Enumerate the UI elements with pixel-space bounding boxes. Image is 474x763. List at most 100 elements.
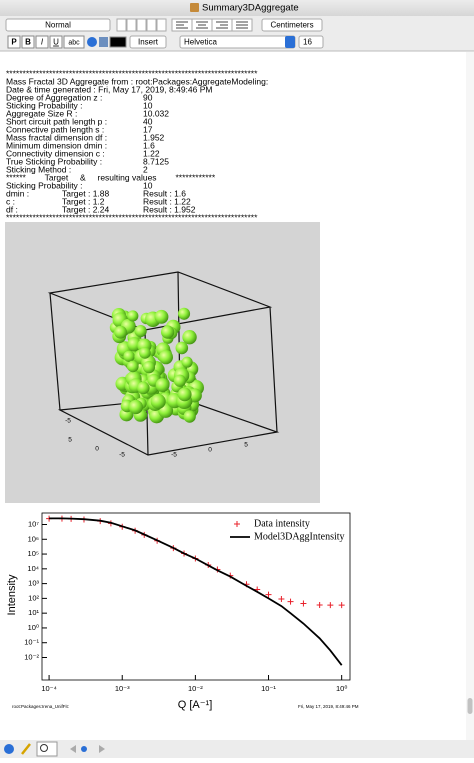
param-value: 2 bbox=[143, 164, 148, 174]
button[interactable] bbox=[7, 35, 21, 49]
legend-marker bbox=[234, 521, 240, 527]
button-label: B bbox=[25, 38, 31, 47]
units-menu-label: Centimeters bbox=[270, 21, 313, 30]
sphere bbox=[154, 309, 169, 324]
y-tick-label: 10² bbox=[28, 593, 39, 602]
notebook-line: Mass Fractal 3D Aggregate from : root:Pa… bbox=[6, 76, 268, 86]
image-axis-label: 0 bbox=[208, 447, 212, 454]
size-field[interactable] bbox=[298, 35, 324, 49]
status-bar bbox=[0, 740, 474, 758]
data-point bbox=[265, 591, 272, 598]
sphere bbox=[137, 381, 150, 395]
button-label: U bbox=[53, 38, 59, 47]
result-cell: Target : 1.2 bbox=[62, 196, 105, 206]
sphere bbox=[128, 399, 144, 415]
style-menu-label: Normal bbox=[45, 21, 71, 30]
sphere bbox=[177, 387, 192, 402]
doc-icon bbox=[190, 3, 199, 12]
back-arrow[interactable] bbox=[70, 745, 76, 753]
button[interactable] bbox=[63, 35, 85, 49]
sphere bbox=[142, 361, 156, 374]
units-menu[interactable] bbox=[261, 18, 323, 32]
sphere bbox=[181, 356, 193, 368]
button[interactable] bbox=[136, 18, 147, 32]
y-tick-label: 10¹ bbox=[28, 608, 39, 617]
window-title: Summary3DAggregate bbox=[202, 3, 299, 14]
insert-menu[interactable] bbox=[129, 35, 167, 49]
param-value: 17 bbox=[143, 124, 153, 134]
legend-label: Model3DAggIntensity bbox=[254, 531, 345, 542]
chart: 10⁻⁴ 10⁻³ 10⁻² 10⁻¹ 10⁰ 10⁷ 10⁶ 10⁵ 10⁴ 10³ 10² 10¹… bbox=[6, 512, 359, 711]
param-label: Sticking Method : bbox=[6, 164, 71, 174]
scrollbar[interactable] bbox=[466, 52, 474, 740]
button[interactable] bbox=[21, 35, 35, 49]
data-point bbox=[338, 602, 345, 609]
sphere bbox=[178, 307, 191, 320]
forward-arrow[interactable] bbox=[99, 745, 105, 753]
indent-buttons bbox=[116, 18, 167, 32]
result-cell: Target : 1.88 bbox=[62, 188, 110, 198]
button[interactable] bbox=[49, 35, 63, 49]
param-label: Connectivity dimension c : bbox=[6, 148, 105, 158]
sphere bbox=[134, 325, 147, 338]
button[interactable] bbox=[156, 18, 167, 32]
y-tick-label: 10⁻¹ bbox=[24, 638, 39, 647]
sphere bbox=[127, 310, 139, 322]
sphere bbox=[182, 329, 197, 345]
button[interactable] bbox=[126, 18, 137, 32]
param-value: 1.952 bbox=[143, 132, 165, 142]
dot-icon[interactable] bbox=[81, 746, 87, 752]
help-button[interactable] bbox=[87, 37, 97, 47]
param-value: 1.6 bbox=[143, 140, 155, 150]
insert-menu-label: Insert bbox=[138, 38, 159, 47]
data-point bbox=[327, 602, 334, 609]
font-menu-label: Helvetica bbox=[184, 38, 217, 47]
plot-frame bbox=[41, 512, 351, 681]
param-value: 10.032 bbox=[143, 108, 169, 118]
sphere bbox=[123, 350, 135, 362]
series-line bbox=[49, 517, 343, 666]
scrollbar-thumb[interactable] bbox=[467, 698, 473, 714]
legend-label: Data intensity bbox=[254, 518, 310, 529]
result-cell: c : bbox=[6, 196, 15, 206]
param-label: Sticking Probability : bbox=[6, 100, 83, 110]
x-tick-label: 10⁰ bbox=[336, 684, 347, 693]
button-label: P bbox=[11, 38, 17, 47]
y-tick-label: 10⁰ bbox=[28, 623, 39, 632]
sphere bbox=[183, 410, 196, 423]
result-cell: Result : 1.6 bbox=[143, 188, 186, 198]
zoom-icon bbox=[40, 744, 48, 752]
x-axis-label: Q [A⁻¹] bbox=[178, 699, 213, 711]
result-cell: Result : 1.22 bbox=[143, 196, 191, 206]
button-label: I bbox=[41, 38, 44, 47]
param-label: Minimum dimension dmin : bbox=[6, 140, 107, 150]
param-value: 90 bbox=[143, 92, 153, 102]
chart-annotation: Fri, May 17, 2019, 8:49:46 PM bbox=[298, 704, 359, 709]
param-label: Mass fractal dimension df : bbox=[6, 132, 107, 142]
color-button[interactable] bbox=[109, 36, 127, 48]
sphere bbox=[173, 374, 187, 387]
x-tick-label: 10⁻² bbox=[188, 684, 203, 693]
button[interactable] bbox=[35, 35, 49, 49]
sphere bbox=[175, 341, 189, 355]
sphere bbox=[139, 347, 151, 359]
result-cell: Target : 2.24 bbox=[62, 204, 110, 214]
button-label: abc bbox=[68, 39, 80, 46]
image-axis-label: 0 bbox=[95, 446, 99, 453]
info-icon[interactable] bbox=[4, 744, 14, 754]
icon-button[interactable] bbox=[99, 37, 108, 47]
style-menu[interactable] bbox=[5, 18, 111, 32]
y-tick-label: 10⁶ bbox=[28, 534, 39, 543]
x-tick-label: 10⁻¹ bbox=[261, 684, 276, 693]
param-value: 1.22 bbox=[143, 148, 160, 158]
param-label: True Sticking Probability : bbox=[6, 156, 102, 166]
button[interactable] bbox=[116, 18, 127, 32]
data-point bbox=[316, 601, 323, 608]
y-axis-label: Intensity bbox=[6, 574, 18, 615]
font-menu-arrow bbox=[285, 36, 295, 48]
button[interactable] bbox=[146, 18, 157, 32]
cube-frame bbox=[47, 271, 280, 456]
param-label: Connective path length s : bbox=[6, 124, 104, 134]
image-axis-label: -5 bbox=[65, 418, 71, 425]
pencil-icon[interactable] bbox=[21, 743, 31, 755]
